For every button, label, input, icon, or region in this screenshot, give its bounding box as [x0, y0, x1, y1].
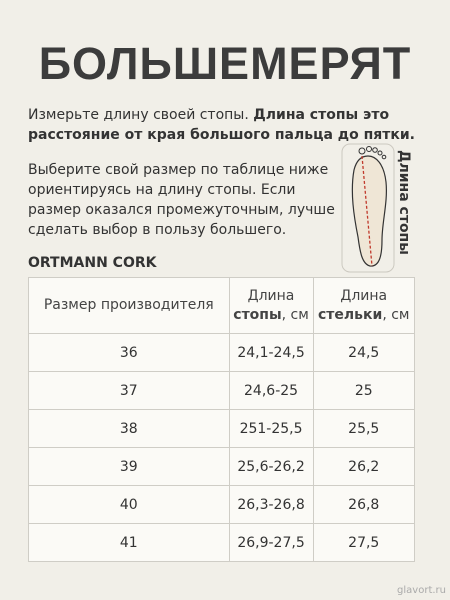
- foot-label: Длина стопы: [396, 150, 412, 255]
- header-cell: Длина стельки, см: [312, 277, 416, 334]
- brand: ORTMANN CORK: [28, 255, 157, 271]
- header-cell: Длина стопы, см: [228, 277, 314, 334]
- table-cell: 24,6-25: [228, 371, 314, 410]
- foot-frame: [341, 143, 395, 273]
- table-cell: 25,6-26,2: [228, 447, 314, 486]
- table-cell: 25,5: [312, 409, 416, 448]
- advice: Выберите свой размер по таблице ниже ори…: [28, 162, 335, 238]
- table-cell: 24,1-24,5: [228, 333, 314, 372]
- table-cell: 27,5: [312, 523, 416, 562]
- table-cell: 39: [28, 447, 230, 486]
- toe: [377, 150, 383, 156]
- table-cell: 41: [28, 523, 230, 562]
- length-line: [361, 155, 373, 267]
- title: БОЛЬШЕМЕРЯТ: [38, 38, 412, 89]
- foot-illustration: [341, 143, 395, 273]
- intro-text: Измерьте длину своей стопы.: [28, 107, 249, 123]
- table-cell: 24,5: [312, 333, 416, 372]
- table-row: 39 25,6-26,2 26,2: [28, 447, 416, 486]
- intro-bold: Длина стопы это расстояние от края больш…: [28, 107, 416, 143]
- table-row: 37 24,6-25 25: [28, 371, 416, 410]
- table-row: 38 251-25,5 25,5: [28, 409, 416, 448]
- table-cell: 40: [28, 485, 230, 524]
- table-cell: 37: [28, 371, 230, 410]
- header-text: Размер производителя: [43, 297, 214, 313]
- toe: [372, 147, 378, 153]
- header-bold: стельки: [318, 306, 383, 323]
- table-cell: 26,9-27,5: [228, 523, 314, 562]
- toe: [381, 154, 387, 160]
- table-row: 40 26,3-26,8 26,8: [28, 485, 416, 524]
- toe: [358, 147, 366, 155]
- header-text: Длина: [340, 287, 388, 304]
- table-cell: 38: [28, 409, 230, 448]
- toe: [366, 146, 372, 152]
- size-table: Размер производителя Длина стопы, см Длина с…: [28, 277, 416, 562]
- table-cell: 25: [312, 371, 416, 410]
- table-row: 41 26,9-27,5 27,5: [28, 523, 416, 562]
- header-unit: , см: [281, 306, 309, 323]
- table-cell: 251-25,5: [228, 409, 314, 448]
- header-bold: стопы: [233, 306, 282, 323]
- table-cell: 26,3-26,8: [228, 485, 314, 524]
- header-cell: Размер производителя: [28, 277, 230, 334]
- foot-outline: [351, 155, 388, 267]
- table-cell: 36: [28, 333, 230, 372]
- table-cell: 26,8: [312, 485, 416, 524]
- watermark: glavort.ru: [397, 585, 446, 596]
- header-row: Размер производителя Длина стопы, см Длина с…: [28, 277, 416, 334]
- table-cell: 26,2: [312, 447, 416, 486]
- intro: Измерьте длину своей стопы. Длина стопы …: [28, 105, 428, 145]
- header-unit: , см: [382, 306, 410, 323]
- header-text: Длина: [247, 287, 295, 304]
- table-row: 36 24,1-24,5 24,5: [28, 333, 416, 372]
